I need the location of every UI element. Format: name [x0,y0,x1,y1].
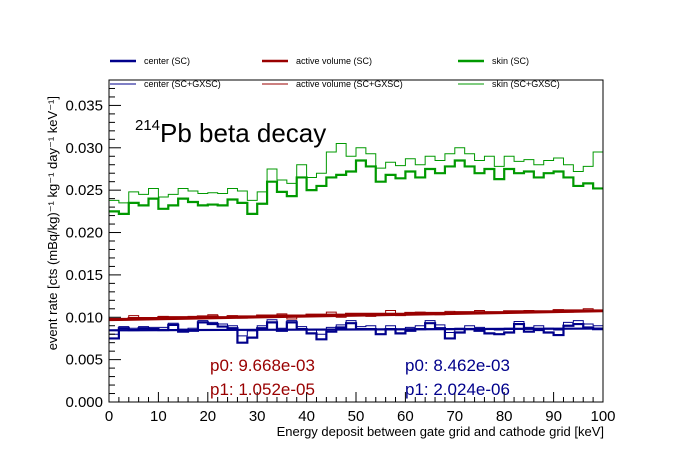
y-tick-label: 0.030 [65,140,103,157]
series-skin-sc-gxsc [109,143,603,204]
x-tick-label: 30 [249,408,266,425]
x-tick-label: 90 [545,408,562,425]
legend: center (SC) active volume (SC) skin (SC) ce… [110,56,560,89]
fit-layer [108,310,604,332]
legend-label-active-volume-sc-gxsc: active volume (SC+GXSC) [296,79,403,89]
x-tick-label: 70 [446,408,463,425]
x-tick-label: 50 [348,408,365,425]
x-tick-label: 100 [590,408,615,425]
y-tick-label: 0.000 [65,394,103,411]
x-tick-label: 0 [105,408,113,425]
y-tick-label: 0.005 [65,352,103,369]
x-axis: 0 10 20 30 40 50 60 70 80 90 100 [105,392,616,425]
fit-center-p1: p1: 2.024e-06 [405,380,510,399]
chart-title: 214Pb beta decay [135,117,326,148]
series-skin-sc [109,159,603,215]
x-tick-label: 10 [150,408,167,425]
x-axis-title: Energy deposit between gate grid and cat… [277,424,604,439]
fit-active-p0: p0: 9.668e-03 [210,356,315,375]
y-tick-label: 0.010 [65,309,103,326]
legend-label-skin-sc-gxsc: skin (SC+GXSC) [492,79,560,89]
y-tick-label: 0.025 [65,182,103,199]
x-tick-label: 80 [496,408,513,425]
title-superscript: 214 [135,117,160,134]
fit-center-p0: p0: 8.462e-03 [405,356,510,375]
legend-label-skin-sc: skin (SC) [492,56,529,66]
y-tick-label: 0.035 [65,97,103,114]
y-axis: 0.000 0.005 0.010 0.015 0.020 0.025 0.030 0.035 [65,79,121,411]
fit-line-0 [108,310,604,322]
x-tick-label: 20 [199,408,216,425]
legend-label-center-sc: center (SC) [144,56,190,66]
y-axis-title: event rate [cts (mBq/kg)⁻¹ kg⁻¹ day⁻¹ ke… [45,96,60,350]
x-tick-label: 60 [397,408,414,425]
y-tick-label: 0.020 [65,225,103,242]
fit-line-1 [108,327,604,332]
y-tick-label: 0.015 [65,267,103,284]
series-center-sc-gxsc [109,319,603,337]
legend-label-active-volume-sc: active volume (SC) [296,56,372,66]
legend-label-center-sc-gxsc: center (SC+GXSC) [144,79,221,89]
fit-active-p1: p1: 1.052e-05 [210,380,315,399]
title-main: Pb beta decay [160,118,326,148]
x-tick-label: 40 [298,408,315,425]
